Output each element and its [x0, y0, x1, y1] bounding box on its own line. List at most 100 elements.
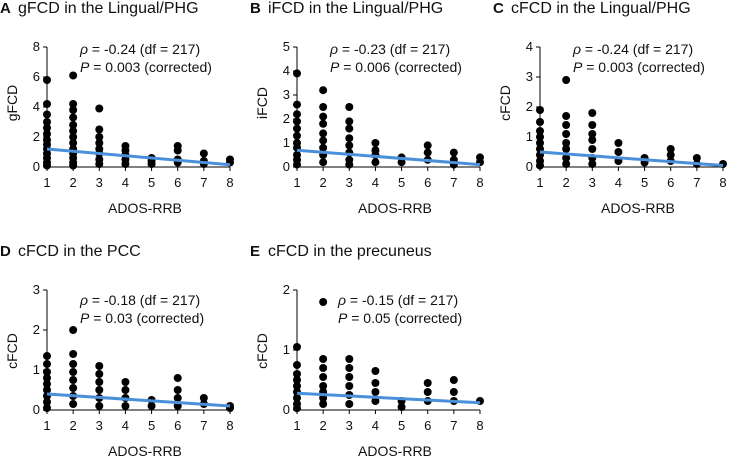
data-point	[43, 124, 51, 132]
data-point	[319, 355, 328, 363]
y-tick-label: 5	[283, 39, 290, 54]
data-point	[449, 148, 458, 157]
x-tick-label: 2	[70, 418, 77, 433]
x-axis-label: ADOS-RRB	[108, 443, 182, 459]
data-point	[536, 127, 544, 135]
y-tick-label: 2	[283, 282, 290, 297]
data-point	[293, 382, 301, 390]
data-point	[345, 373, 354, 381]
y-tick-label: 0	[33, 159, 40, 174]
regression-line	[539, 150, 724, 167]
rho-value: = -0.15 (df = 217)	[349, 292, 459, 308]
data-point	[293, 100, 301, 109]
y-tick-label: 8	[33, 39, 40, 54]
x-tick-label: 8	[226, 175, 233, 190]
data-point	[562, 121, 571, 129]
panel-title: cFCD in the Lingual/PHG	[511, 0, 691, 17]
x-axis-label: ADOS-RRB	[358, 200, 432, 216]
rho-stat: ρ = -0.24 (df = 217)	[573, 41, 694, 57]
y-tick-label: 2	[33, 322, 40, 337]
x-tick-label: 1	[293, 418, 300, 433]
panel-e: E cFCD in the precuneus ρ = -0.15 (df = …	[250, 243, 490, 468]
data-point	[69, 400, 78, 408]
rho-value: = -0.23 (df = 217)	[341, 41, 451, 57]
data-point	[69, 326, 78, 334]
p-value: = 0.006 (corrected)	[343, 59, 462, 75]
x-tick-label: 5	[398, 175, 405, 190]
data-point	[69, 100, 78, 108]
panel-title: iFCD in the Lingual/PHG	[268, 0, 444, 17]
data-point	[69, 121, 78, 129]
data-point	[173, 394, 182, 402]
p-stat: P = 0.006 (corrected)	[330, 59, 462, 75]
p-value: = 0.003 (corrected)	[586, 59, 705, 75]
data-point	[69, 350, 78, 358]
x-tick-label: 6	[174, 418, 181, 433]
x-tick-label: 6	[667, 175, 674, 190]
data-point	[562, 130, 571, 138]
x-tick-label: 3	[346, 418, 353, 433]
x-tick-label: 8	[226, 418, 233, 433]
panel-title: cFCD in the PCC	[18, 243, 141, 260]
x-tick-label: 7	[450, 418, 457, 433]
data-point	[43, 386, 51, 394]
data-point	[345, 355, 354, 363]
data-point	[562, 145, 571, 153]
data-point	[293, 131, 301, 140]
x-axis-label: ADOS-RRB	[601, 200, 675, 216]
data-point	[614, 139, 623, 147]
data-point	[371, 388, 380, 396]
data-point	[319, 103, 328, 111]
data-point	[147, 402, 156, 410]
data-point	[43, 404, 51, 412]
data-point	[319, 158, 328, 167]
x-tick-label: 7	[200, 418, 207, 433]
data-point	[536, 133, 544, 141]
data-point	[121, 402, 130, 410]
x-tick-label: 6	[424, 175, 431, 190]
regression-line	[46, 392, 231, 408]
data-point	[69, 368, 78, 376]
data-point	[173, 374, 182, 382]
x-tick-label: 1	[293, 175, 300, 190]
panel-letter: B	[250, 0, 261, 17]
y-tick-label: 3	[283, 87, 290, 102]
data-point	[293, 160, 301, 169]
y-tick-label: 4	[33, 99, 40, 114]
data-point	[95, 378, 104, 386]
data-point	[69, 139, 78, 147]
x-tick-label: 4	[122, 418, 129, 433]
data-point	[293, 110, 301, 119]
data-point	[95, 125, 104, 134]
data-point	[588, 145, 597, 153]
y-tick-label: 4	[283, 63, 290, 78]
data-point	[293, 117, 301, 126]
data-point	[43, 118, 51, 126]
x-tick-label: 1	[536, 175, 543, 190]
scatter-plot: 0 2 4 6 8 1 2 3 4 5 6 7 8	[33, 39, 234, 190]
panel-letter: C	[493, 0, 504, 17]
x-tick-label: 6	[174, 175, 181, 190]
data-point	[423, 148, 432, 157]
data-point	[371, 379, 380, 387]
x-tick-label: 1	[43, 175, 50, 190]
y-tick-label: 1	[33, 362, 40, 377]
y-tick-label: 0	[283, 402, 290, 417]
x-tick-label: 7	[200, 175, 207, 190]
data-point	[69, 133, 78, 141]
data-point	[588, 130, 597, 138]
data-point	[319, 112, 328, 121]
data-point	[319, 129, 328, 138]
data-point	[562, 76, 571, 84]
y-tick-label: 0	[33, 402, 40, 417]
panel-letter: E	[250, 243, 261, 260]
p-stat: P = 0.05 (corrected)	[338, 310, 463, 326]
panel-a: A gFCD in the Lingual/PHG ρ = -0.24 (df …	[0, 0, 240, 225]
data-point	[371, 139, 380, 147]
p-stat: P = 0.003 (corrected)	[573, 59, 705, 75]
data-point	[536, 161, 544, 170]
data-point	[69, 71, 78, 80]
